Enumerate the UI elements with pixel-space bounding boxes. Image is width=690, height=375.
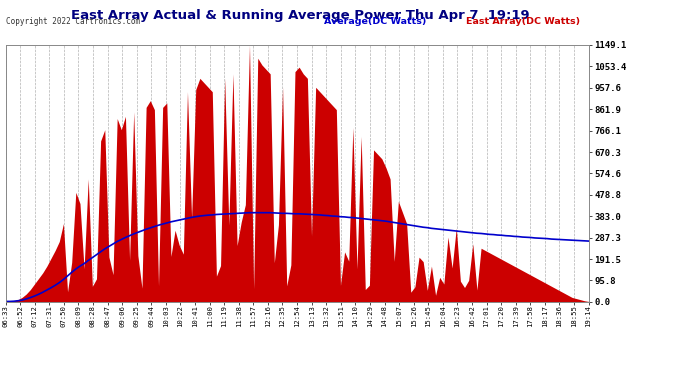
Text: Average(DC Watts): Average(DC Watts) [324, 17, 426, 26]
Text: East Array(DC Watts): East Array(DC Watts) [466, 17, 580, 26]
Text: Copyright 2022 Cartronics.com: Copyright 2022 Cartronics.com [6, 17, 139, 26]
Text: East Array Actual & Running Average Power Thu Apr 7  19:19: East Array Actual & Running Average Powe… [71, 9, 529, 22]
